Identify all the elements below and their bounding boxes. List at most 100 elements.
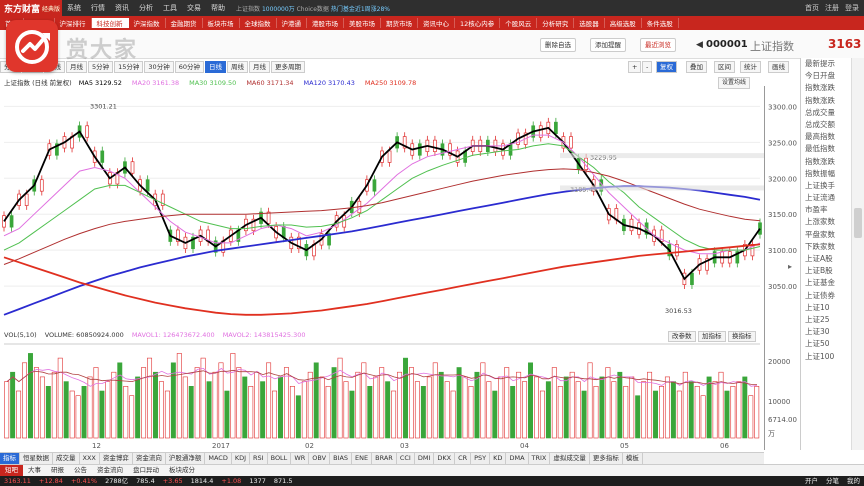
indicator-tab[interactable]: 指标 — [0, 453, 20, 464]
collapse-arrow-icon[interactable]: ▸ — [788, 262, 793, 271]
indicator-tab[interactable]: 恒星数据 — [20, 453, 53, 464]
right-panel-item[interactable]: 指数涨跌 — [805, 156, 835, 166]
period-tab[interactable]: 15分钟 — [114, 61, 144, 73]
right-panel-item[interactable]: 指数涨跌 — [805, 83, 835, 93]
recent-button[interactable]: 最近浏览 — [640, 38, 676, 52]
indicator-tab[interactable]: 资金流向 — [133, 453, 166, 464]
edit-params-button[interactable]: 改参数 — [668, 331, 696, 342]
draw-button[interactable]: 画线 — [768, 61, 789, 73]
period-tab[interactable]: 月线 — [248, 61, 270, 73]
nav-tab[interactable]: 港股市场 — [307, 18, 344, 28]
stats-button[interactable]: 统计 — [740, 61, 761, 73]
nav-tab[interactable]: 资讯中心 — [418, 18, 455, 28]
add-alert-button[interactable]: 添加提醒 — [590, 38, 626, 52]
period-tab[interactable]: 60分钟 — [174, 61, 204, 73]
right-panel-item[interactable]: 上证A股 — [805, 254, 833, 263]
nav-tab[interactable]: 科技创新 — [91, 18, 129, 28]
indicator-tab[interactable]: DKX — [434, 453, 456, 464]
period-tab[interactable]: 更多周期 — [270, 61, 305, 73]
menu-item[interactable]: 系统 — [67, 4, 81, 12]
right-panel-item[interactable]: 指数振幅 — [805, 168, 835, 178]
right-panel-item[interactable]: 最高指数 — [805, 132, 835, 142]
nav-tab[interactable]: 沪深排行 — [55, 18, 92, 28]
indicator-tab[interactable]: ENE — [352, 453, 373, 464]
nav-tab[interactable]: 全球指数 — [240, 18, 277, 28]
indicator-tab[interactable]: 资金博弈 — [100, 453, 133, 464]
ticker-link[interactable]: 分笔 — [826, 477, 839, 485]
sub-tab[interactable]: 公告 — [74, 466, 87, 474]
menu-item[interactable]: 工具 — [163, 4, 177, 12]
period-tab[interactable]: 5分钟 — [88, 61, 114, 73]
sub-tab[interactable]: 研报 — [51, 466, 64, 474]
right-panel-item[interactable]: 上证换手 — [805, 180, 835, 190]
nav-tab[interactable]: 选股器 — [574, 18, 605, 28]
scrollbar-thumb[interactable] — [854, 208, 862, 238]
switch-indicator-button[interactable]: 换指标 — [728, 331, 756, 342]
ticker-link[interactable]: 我的 — [847, 477, 860, 485]
indicator-tab[interactable]: DMA — [506, 453, 529, 464]
right-panel-item[interactable]: 上证基金 — [805, 278, 835, 288]
indicator-tab[interactable]: 更多指标 — [590, 453, 623, 464]
right-panel-item[interactable]: 上证50 — [805, 339, 830, 349]
kline-chart[interactable]: 3300.00 3250.00 3200.00 3150.00 3100.00 3050.… — [0, 86, 800, 452]
nav-tab[interactable]: 沪港通 — [277, 18, 307, 28]
right-panel-item[interactable]: 上证10 — [805, 302, 830, 312]
nav-tab[interactable]: 个股风云 — [500, 18, 538, 28]
indicator-tab[interactable]: XXX — [80, 453, 100, 464]
add-favorite-button[interactable]: 删除自选 — [540, 38, 576, 52]
nav-tab[interactable]: 期货市场 — [381, 18, 418, 28]
right-panel-item[interactable]: 上证B股 — [805, 266, 833, 276]
period-tab[interactable]: 周线 — [226, 61, 248, 73]
indicator-tab[interactable]: BRAR — [372, 453, 397, 464]
sub-tab[interactable]: 盘口异动 — [133, 466, 159, 474]
ticker-link[interactable]: 开户 — [805, 477, 818, 485]
menu-item[interactable]: 行情 — [91, 4, 105, 12]
indicator-tab[interactable]: 沪股通净额 — [166, 453, 206, 464]
right-scrollbar[interactable] — [851, 58, 864, 450]
sub-tab[interactable]: 大事 — [28, 466, 41, 474]
nav-tab[interactable]: 美股市场 — [344, 18, 381, 28]
nav-tab[interactable]: 沪深指数 — [129, 18, 166, 28]
sub-tab[interactable]: 短吧 — [0, 465, 23, 476]
right-panel-item[interactable]: 指数涨跌 — [805, 95, 835, 105]
indicator-tab[interactable]: KD — [490, 453, 507, 464]
nav-tab[interactable]: 分析研究 — [537, 18, 575, 28]
adjust-button[interactable]: 复权 — [656, 61, 677, 73]
zoom-in-button[interactable]: + — [628, 61, 642, 73]
nav-tab[interactable]: 高级选股 — [605, 18, 642, 28]
indicator-tab[interactable]: 模板 — [623, 453, 643, 464]
right-panel-item[interactable]: 上涨家数 — [805, 217, 835, 227]
indicator-tab[interactable]: KDJ — [232, 453, 251, 464]
right-panel-item[interactable]: 上证100 — [805, 351, 835, 361]
range-button[interactable]: 区间 — [714, 61, 735, 73]
right-panel-item[interactable]: 市盈率 — [805, 205, 828, 215]
indicator-tab[interactable]: PSY — [471, 453, 491, 464]
indicator-tab[interactable]: CCI — [397, 453, 415, 464]
nav-tab[interactable]: 金融期货 — [166, 18, 203, 28]
period-tab[interactable]: 日线 — [204, 61, 226, 73]
indicator-tab[interactable]: MACD — [205, 453, 232, 464]
menu-item[interactable]: 分析 — [139, 4, 153, 12]
indicator-tab[interactable]: RSI — [250, 453, 268, 464]
zoom-out-button[interactable]: - — [642, 61, 653, 73]
right-panel-item[interactable]: 今日开盘 — [805, 71, 835, 81]
right-panel-item[interactable]: 最低指数 — [805, 144, 835, 154]
indicator-tab[interactable]: BIAS — [330, 453, 353, 464]
menu-item[interactable]: 帮助 — [211, 4, 225, 12]
top-right-link[interactable]: 首页 — [805, 4, 819, 12]
right-panel-item[interactable]: 平盘家数 — [805, 229, 835, 239]
nav-tab[interactable]: 12核心内参 — [455, 18, 501, 28]
period-tab[interactable]: 月线 — [66, 61, 87, 73]
right-panel-item[interactable]: 总成交额 — [805, 119, 835, 129]
nav-tab[interactable]: 条件选股 — [642, 18, 679, 28]
right-panel-item[interactable]: 上证债券 — [805, 290, 835, 300]
add-indicator-button[interactable]: 加指标 — [698, 331, 726, 342]
indicator-tab[interactable]: CR — [455, 453, 472, 464]
indicator-tab[interactable]: BOLL — [268, 453, 292, 464]
right-panel-item[interactable]: 上证30 — [805, 327, 830, 337]
ma-settings-button[interactable]: 设置均线 — [718, 77, 751, 89]
right-panel-item[interactable]: 上证25 — [805, 314, 830, 324]
right-panel-item[interactable]: 总成交量 — [805, 107, 835, 117]
indicator-tab[interactable]: 成交量 — [53, 453, 80, 464]
sub-tab[interactable]: 资金流向 — [97, 466, 123, 474]
